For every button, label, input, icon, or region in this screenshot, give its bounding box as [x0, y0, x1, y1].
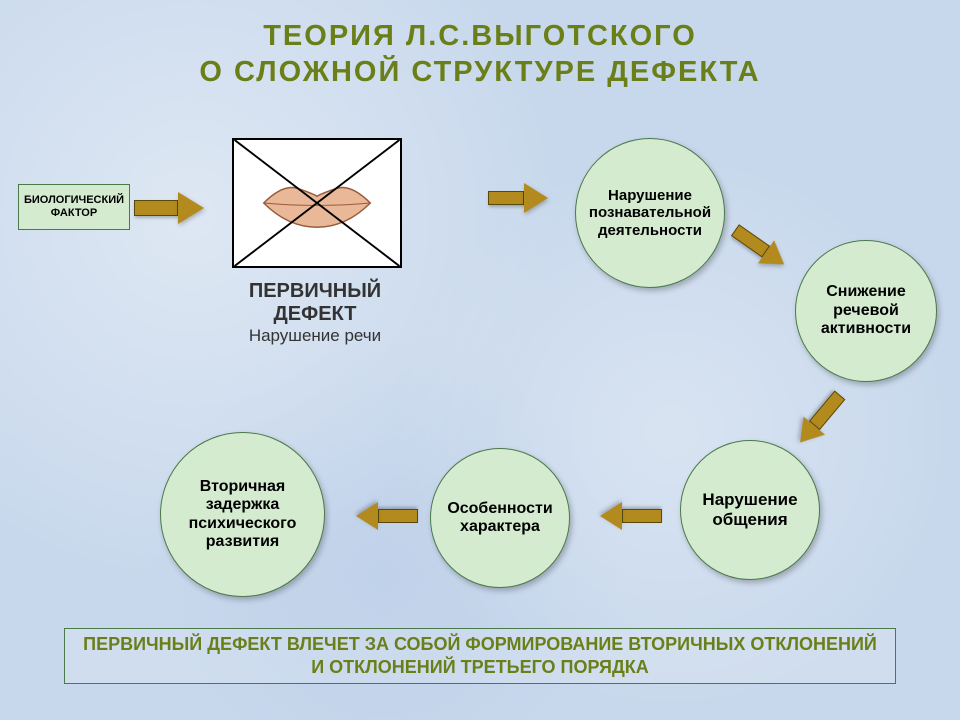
arrow-icon: [356, 504, 418, 528]
arrow-icon: [488, 185, 548, 211]
arrow-icon: [728, 220, 791, 274]
caption-line3: Нарушение речи: [210, 326, 420, 346]
footer-text: ПЕРВИЧНЫЙ ДЕФЕКТ ВЛЕЧЕТ ЗА СОБОЙ ФОРМИРО…: [75, 633, 885, 680]
circle-cognitive: Нарушение познавательной деятельности: [575, 138, 725, 288]
primary-defect-caption: ПЕРВИЧНЫЙ ДЕФЕКТ Нарушение речи: [210, 280, 420, 346]
circle-label: Вторичная задержка психического развития: [167, 478, 318, 552]
biological-factor-box: БИОЛОГИЧЕСКИЙ ФАКТОР: [18, 184, 130, 230]
footer-summary: ПЕРВИЧНЫЙ ДЕФЕКТ ВЛЕЧЕТ ЗА СОБОЙ ФОРМИРО…: [64, 628, 896, 684]
circle-character: Особенности характера: [430, 448, 570, 588]
circle-label: Нарушение общения: [687, 490, 813, 529]
title-line2: О СЛОЖНОЙ СТРУКТУРЕ ДЕФЕКТА: [0, 54, 960, 90]
biological-factor-label: БИОЛОГИЧЕСКИЙ ФАКТОР: [23, 194, 125, 220]
circle-speech-activity: Снижение речевой активности: [795, 240, 937, 382]
caption-line1: ПЕРВИЧНЫЙ: [210, 280, 420, 303]
circle-label: Нарушение познавательной деятельности: [582, 187, 718, 239]
caption-line2: ДЕФЕКТ: [210, 303, 420, 326]
circle-label: Снижение речевой активности: [802, 283, 930, 338]
circle-communication: Нарушение общения: [680, 440, 820, 580]
arrow-icon: [791, 387, 849, 450]
primary-defect-image: [232, 138, 402, 268]
title-line1: ТЕОРИЯ Л.С.ВЫГОТСКОГО: [0, 18, 960, 54]
arrow-icon: [134, 194, 204, 222]
arrow-icon: [600, 504, 662, 528]
page-title: ТЕОРИЯ Л.С.ВЫГОТСКОГО О СЛОЖНОЙ СТРУКТУР…: [0, 0, 960, 91]
circle-label: Особенности характера: [437, 500, 563, 537]
circle-secondary-delay: Вторичная задержка психического развития: [160, 432, 325, 597]
lips-icon: [234, 140, 400, 266]
